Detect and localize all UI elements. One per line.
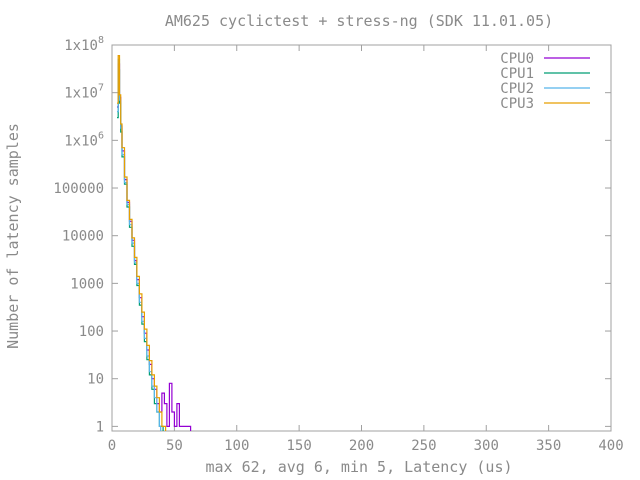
y-tick-label: 1000: [70, 276, 104, 292]
x-tick-label: 150: [286, 438, 311, 454]
chart-title: AM625 cyclictest + stress-ng (SDK 11.01.…: [165, 12, 553, 30]
y-tick-label: 1x108: [64, 35, 104, 54]
legend-label-cpu2: CPU2: [500, 81, 534, 97]
x-tick-label: 300: [474, 438, 499, 454]
series-layer: [117, 55, 192, 431]
plot-frame: [111, 44, 612, 432]
y-tick-label-text: 100000: [53, 181, 104, 197]
series-line-cpu3: [117, 55, 167, 431]
y-tick-label-exponent: 8: [98, 35, 104, 46]
y-tick-label-text: 1x10: [64, 133, 98, 149]
legend-label-cpu0: CPU0: [500, 51, 534, 67]
y-tick-label-exponent: 7: [98, 83, 104, 94]
y-tick-label: 100: [79, 324, 104, 340]
y-tick-label-text: 1x10: [64, 38, 98, 54]
x-tick-label: 250: [411, 438, 436, 454]
y-tick-label-text: 1x10: [64, 86, 98, 102]
plot-border: [111, 44, 612, 432]
x-tick-label: 200: [349, 438, 374, 454]
x-tick-label: 50: [166, 438, 183, 454]
y-tick-label: 10: [87, 372, 104, 388]
y-tick-label-text: 10: [87, 372, 104, 388]
x-tick-label: 0: [108, 438, 116, 454]
y-tick-label: 1x106: [64, 130, 104, 149]
y-axis-label: Number of latency samples: [4, 123, 22, 349]
y-tick-label-text: 100: [79, 324, 104, 340]
x-axis-ticks: 0 50 100 150 200 250 300 350 400: [108, 45, 624, 454]
y-tick-label: 1: [96, 419, 104, 435]
x-tick-label: 100: [224, 438, 249, 454]
y-tick-label-text: 1: [96, 419, 104, 435]
x-axis-label: max 62, avg 6, min 5, Latency (us): [205, 458, 512, 476]
y-tick-label-text: 10000: [62, 229, 104, 245]
x-tick-label: 400: [598, 438, 623, 454]
y-tick-label: 100000: [53, 181, 104, 197]
x-tick-label: 350: [536, 438, 561, 454]
y-tick-label-text: 1000: [70, 276, 104, 292]
y-tick-label-exponent: 6: [98, 130, 104, 141]
legend-label-cpu1: CPU1: [500, 66, 534, 82]
series-line-cpu1: [117, 69, 164, 431]
y-tick-label: 10000: [62, 229, 104, 245]
y-tick-label: 1x107: [64, 83, 104, 102]
legend-label-cpu3: CPU3: [500, 96, 534, 112]
